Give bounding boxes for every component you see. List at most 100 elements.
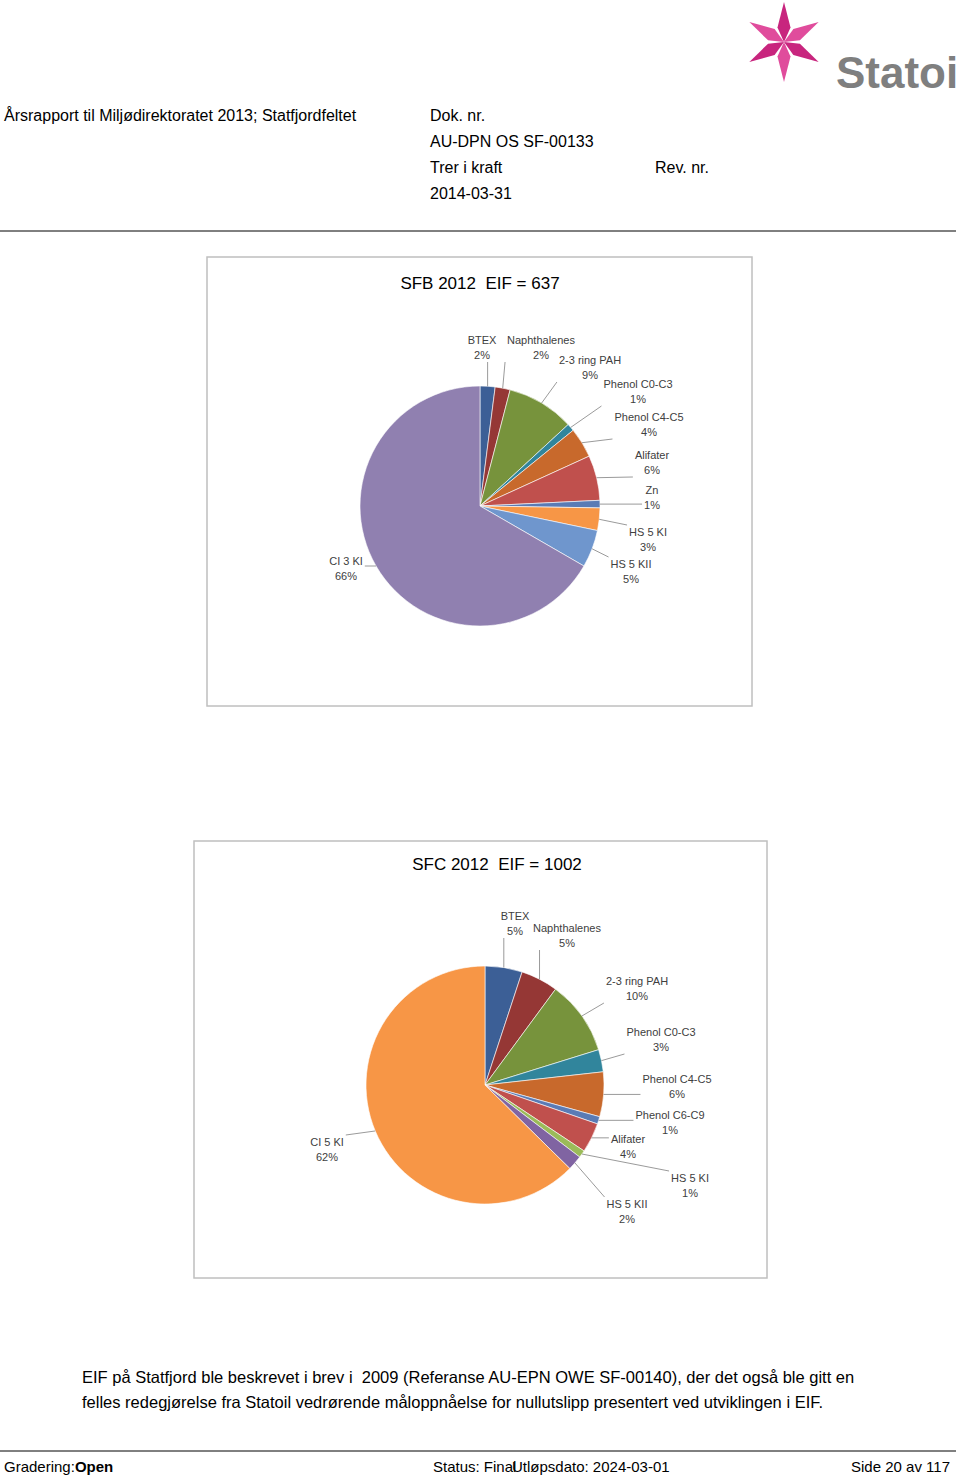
slices: [366, 966, 604, 1204]
body-text: EIF på Statfjord ble beskrevet i brev i …: [82, 1368, 854, 1386]
header-rule: [0, 231, 956, 232]
leader-line: [365, 566, 376, 567]
slice-label-name: Naphthalenes: [533, 922, 601, 934]
slice-label-name: 2-3 ring PAH: [559, 354, 621, 366]
slice-label: BTEX5%: [501, 910, 530, 937]
slice-label-name: Phenol C0-C3: [626, 1026, 695, 1038]
footer-page: Side 20 av 117: [851, 1458, 950, 1475]
footer-expiry: Utløpsdato: 2024-03-01: [512, 1458, 670, 1475]
logo-petal: [784, 22, 819, 42]
valid-label: Trer i kraft: [430, 159, 503, 176]
slice-label-name: HS 5 KI: [629, 526, 667, 538]
slice-label-name: Phenol C4-C5: [614, 411, 683, 423]
leader-line: [571, 406, 602, 427]
slice-label-value: 6%: [669, 1088, 685, 1100]
slice-label-value: 1%: [682, 1187, 698, 1199]
slice-label-value: 1%: [630, 393, 646, 405]
slice-label-value: 10%: [626, 990, 648, 1002]
leader-line: [346, 1131, 375, 1135]
pie-slice: [360, 386, 584, 626]
slice-label-name: Alifater: [635, 449, 670, 461]
pie-slice: [480, 456, 600, 506]
leader-line: [599, 519, 627, 525]
leader-line: [592, 549, 608, 557]
footer-status: Status: Final: [433, 1458, 516, 1475]
footer-classification-label: Gradering:: [4, 1458, 75, 1475]
slice-label-name: Zn: [646, 484, 659, 496]
slice-label: Zn 1%: [644, 484, 660, 511]
slice-label-value: 62%: [316, 1151, 338, 1163]
leader-line: [575, 1163, 605, 1197]
slice-label-value: 66%: [335, 570, 357, 582]
leader-line: [539, 950, 540, 979]
leader-line: [487, 362, 488, 386]
slice-label-name: Phenol C6-C9: [635, 1109, 704, 1121]
valid-date: 2014-03-31: [430, 185, 512, 202]
slice-label-name: HS 5 KI: [671, 1172, 709, 1184]
slice-label-name: Naphthalenes: [507, 334, 575, 346]
rev-label: Rev. nr.: [655, 159, 709, 176]
slice-label: Phenol C4-C5 6%: [642, 1073, 711, 1100]
slice-label: BTEX 2%: [468, 334, 497, 361]
body-text: felles redegjørelse fra Statoil vedrøren…: [82, 1393, 823, 1411]
slice-label-name: HS 5 KII: [611, 558, 652, 570]
slice-label-value: 5%: [507, 925, 523, 937]
slice-label-name: Alifater: [611, 1133, 646, 1145]
background: [0, 0, 960, 1477]
slice-label-value: 2%: [619, 1213, 635, 1225]
slice-label: 2-3 ring PAH 9%: [559, 354, 621, 381]
slice-label-value: 2%: [474, 349, 490, 361]
slice-label: Phenol C0-C3 3%: [626, 1026, 695, 1053]
slice-label-name: CI 3 KI: [329, 555, 363, 567]
leader-line: [582, 1154, 669, 1171]
slice-label-value: 4%: [641, 426, 657, 438]
doc-label: Dok. nr.: [430, 107, 485, 124]
leader-line: [582, 1003, 604, 1016]
slice-label: Alifater 6%: [635, 449, 670, 476]
leader-line: [503, 362, 505, 388]
slice-label: HS 5 KII2%: [607, 1198, 648, 1225]
leader-line: [601, 1054, 624, 1061]
slice-label-name: 2-3 ring PAH: [606, 975, 668, 987]
slice-label-name: Phenol C4-C5: [642, 1073, 711, 1085]
slice-label: CI 5 KI 62%: [310, 1136, 344, 1163]
leader-line: [597, 477, 633, 479]
slice-label: CI 3 KI 66%: [329, 555, 363, 582]
slice-label: HS 5 KII 5%: [611, 558, 652, 585]
slice-label: 2-3 ring PAH 10%: [606, 975, 668, 1002]
slice-label-value: 1%: [644, 499, 660, 511]
slice-label-value: 2%: [533, 349, 549, 361]
header-title: Årsrapport til Miljødirektoratet 2013; S…: [4, 106, 357, 124]
slice-label: Phenol C0-C31%: [603, 378, 672, 405]
slice-label-name: CI 5 KI: [310, 1136, 344, 1148]
logo-petal: [749, 22, 784, 42]
pie-slice: [366, 966, 570, 1204]
doc-number: AU-DPN OS SF-00133: [430, 133, 594, 150]
slice-label-value: 4%: [620, 1148, 636, 1160]
pie-chart: SFC 2012 EIF = 1002 BTEX5%Naphthalenes 5% 2…: [194, 841, 767, 1278]
chart-title: SFB 2012 EIF = 637: [400, 274, 559, 293]
chart-title: SFC 2012 EIF = 1002: [412, 855, 582, 874]
slices: [360, 386, 600, 626]
footer-classification: Open: [75, 1458, 113, 1475]
slice-label-value: 3%: [653, 1041, 669, 1053]
leader-line: [503, 938, 504, 967]
slice-label: Phenol C4-C5 4%: [614, 411, 683, 438]
logo-text: Statoil: [836, 48, 960, 97]
slice-label-value: 1%: [662, 1124, 678, 1136]
leader-line: [542, 382, 557, 403]
slice-label-value: 5%: [623, 573, 639, 585]
leader-line: [592, 1137, 609, 1138]
slice-label-value: 6%: [644, 464, 660, 476]
chart-frame: [207, 257, 752, 706]
slice-label-value: 5%: [559, 937, 575, 949]
page: Årsrapport til Miljødirektoratet 2013; S…: [0, 0, 960, 1477]
chart-frame: [194, 841, 767, 1278]
leader-line: [600, 504, 642, 505]
slice-label-name: BTEX: [468, 334, 497, 346]
slice-label: HS 5 KI3%: [629, 526, 667, 553]
pie-chart: SFB 2012 EIF = 637 BTEX 2% Naphthalenes 2% 2-…: [207, 257, 752, 706]
slice-label: Phenol C6-C9 1%: [635, 1109, 704, 1136]
slice-label-value: 9%: [582, 369, 598, 381]
slice-label: HS 5 KI 1%: [671, 1172, 709, 1199]
